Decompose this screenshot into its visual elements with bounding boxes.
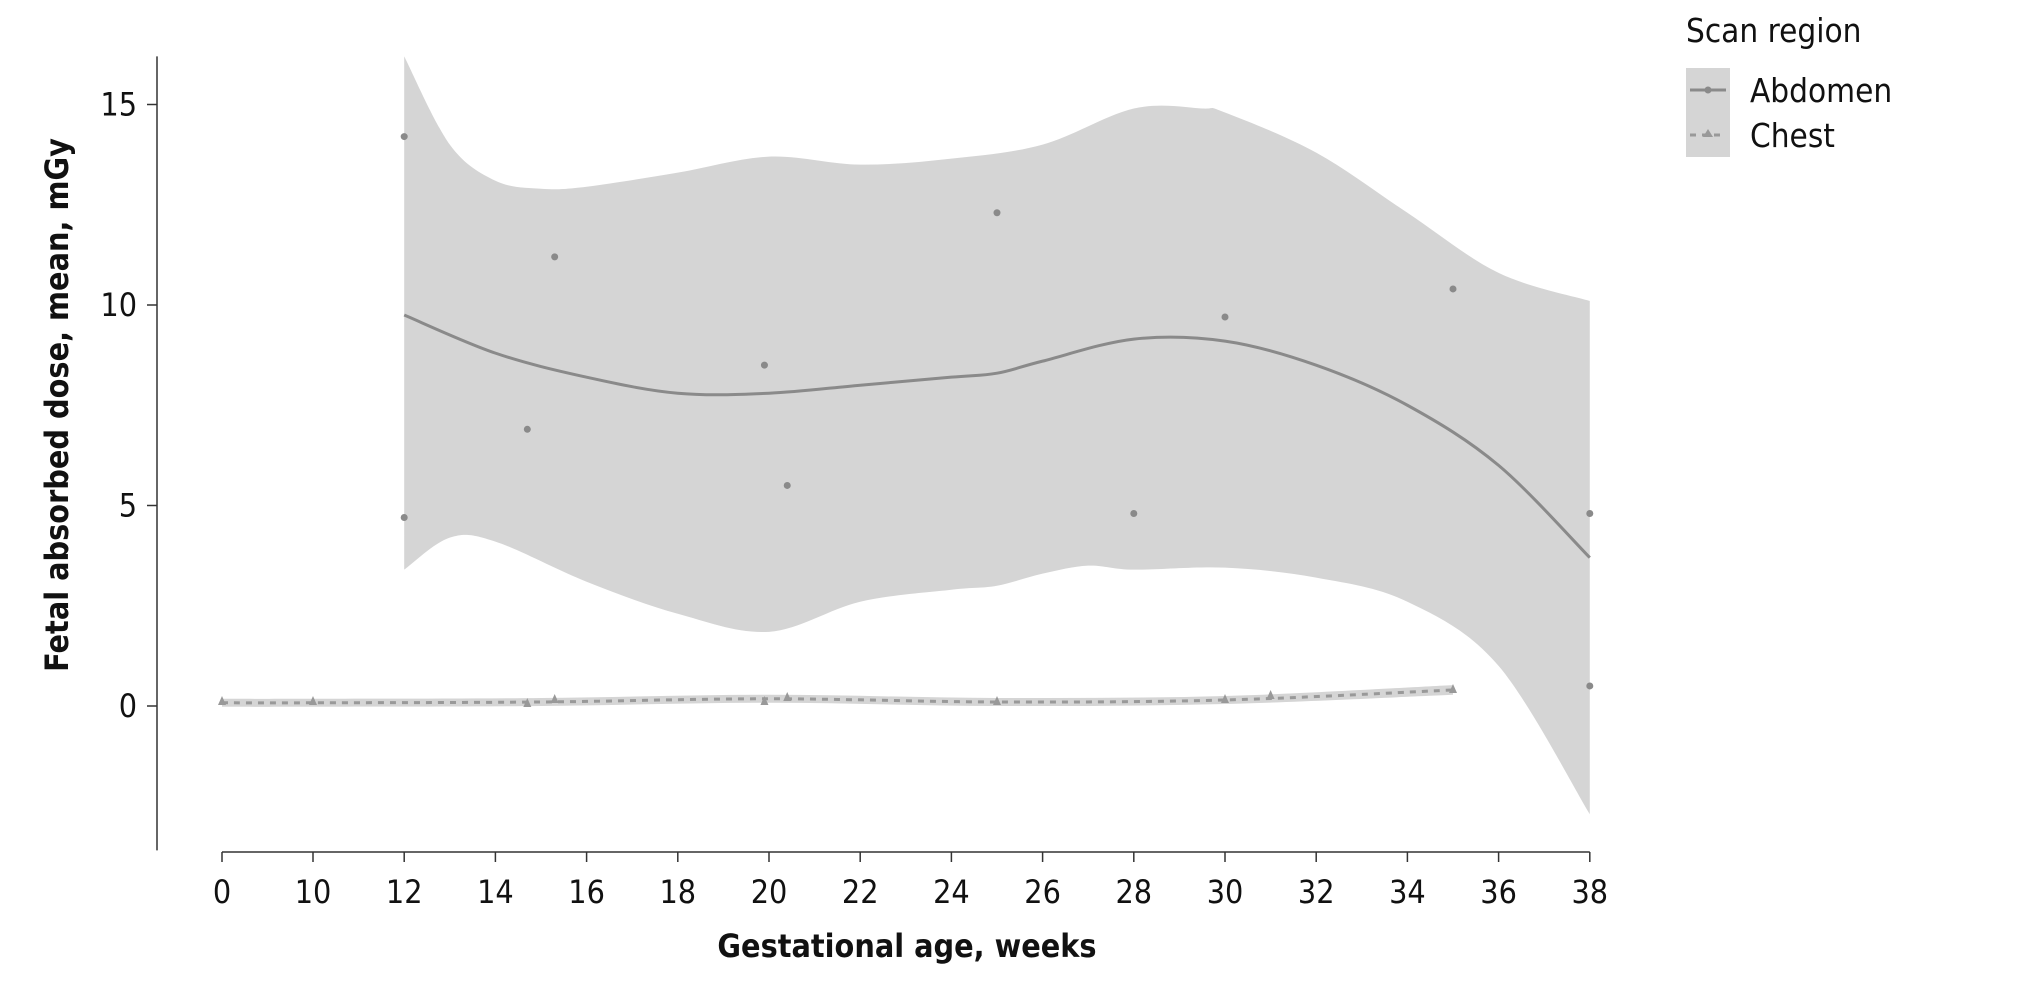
x-tick-label: 30 xyxy=(1207,873,1244,911)
x-tick-label: 24 xyxy=(933,873,970,911)
legend-label-chest: Chest xyxy=(1750,116,1835,155)
data-point-abdomen xyxy=(760,361,768,369)
data-point-abdomen xyxy=(1130,510,1138,518)
trend-line-abdomen xyxy=(403,313,1591,559)
x-tick-label: 26 xyxy=(1024,873,1061,911)
data-point-chest xyxy=(1221,693,1229,703)
legend-key-chest-marker xyxy=(1703,129,1713,137)
data-point-abdomen xyxy=(1449,285,1457,293)
x-tick-label: 32 xyxy=(1298,873,1335,911)
x-tick-label: 16 xyxy=(568,873,605,911)
x-tick-label: 36 xyxy=(1480,873,1517,911)
x-tick-label: 12 xyxy=(386,873,423,911)
data-point-abdomen xyxy=(1586,682,1594,690)
data-point-chest xyxy=(783,691,792,701)
x-tick-label: 18 xyxy=(659,873,696,911)
x-tick-label: 22 xyxy=(842,873,879,911)
confidence-band-abdomen xyxy=(404,56,1590,815)
x-tick-label: 0 xyxy=(213,873,231,911)
legend-key-background xyxy=(1686,68,1730,157)
data-point-abdomen xyxy=(1221,313,1229,321)
x-axis-title: Gestational age, weeks xyxy=(717,927,1096,965)
data-point-chest xyxy=(218,695,226,705)
data-point-chest xyxy=(550,693,559,703)
legend-title: Scan region xyxy=(1686,11,1861,50)
data-point-abdomen xyxy=(551,253,559,261)
legend-key-abdomen-marker xyxy=(1704,86,1712,94)
legend-label-abdomen: Abdomen xyxy=(1750,71,1892,110)
data-point-abdomen xyxy=(400,514,408,522)
data-point-chest xyxy=(993,695,1001,705)
data-point-chest xyxy=(523,697,532,707)
data-point-chest xyxy=(1266,689,1275,699)
legend: Scan region Abdomen Chest xyxy=(1686,11,1892,157)
data-point-chest xyxy=(760,695,769,705)
data-point-abdomen xyxy=(783,481,791,489)
x-tick-label: 38 xyxy=(1571,873,1608,911)
data-point-chest xyxy=(309,695,317,705)
data-point-abdomen xyxy=(400,133,408,141)
y-tick-label: 15 xyxy=(100,86,137,124)
y-tick-label: 0 xyxy=(119,687,137,725)
data-point-abdomen xyxy=(1586,510,1594,518)
data-point-chest xyxy=(1449,683,1457,693)
x-tick-label: 14 xyxy=(477,873,514,911)
y-tick-label: 5 xyxy=(119,487,137,525)
data-point-abdomen xyxy=(523,425,531,433)
data-point-abdomen xyxy=(993,209,1001,217)
y-tick-label: 10 xyxy=(100,286,137,324)
x-tick-label: 34 xyxy=(1389,873,1426,911)
y-axis-title: Fetal absorbed dose, mean, mGy xyxy=(38,138,76,672)
confidence-band-chest xyxy=(222,685,1453,707)
x-tick-label: 20 xyxy=(751,873,788,911)
x-tick-label: 28 xyxy=(1115,873,1152,911)
x-tick-label: 10 xyxy=(295,873,332,911)
